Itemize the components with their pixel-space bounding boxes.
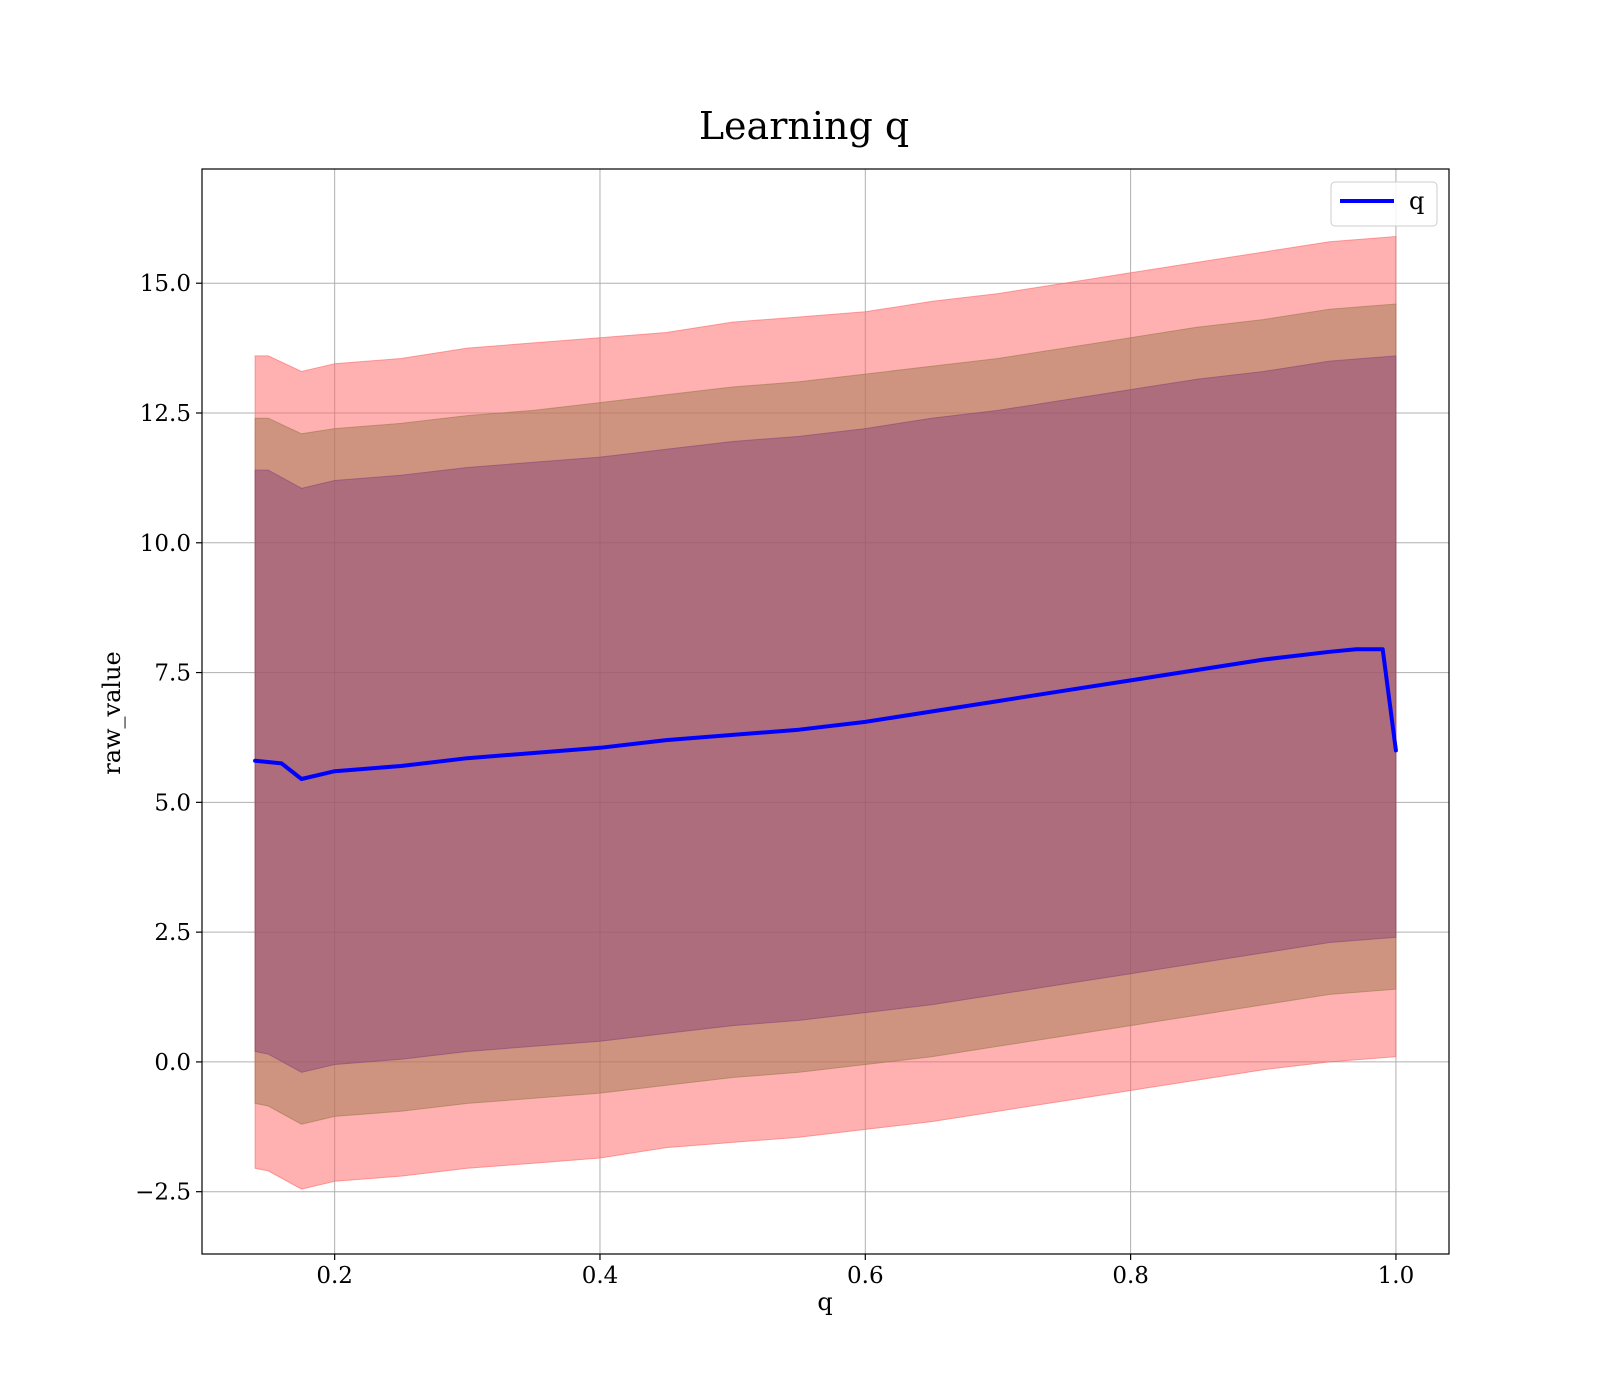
y-tick-label: 0.0: [154, 1050, 191, 1076]
confidence-band-3: [254, 355, 1397, 1073]
series-lines: [253, 647, 1398, 781]
y-tick-label: 10.0: [140, 531, 191, 557]
y-tick-label: 5.0: [154, 790, 191, 816]
confidence-bands: [254, 235, 1397, 1190]
x-axis-ticks: 0.2 0.4 0.6 0.8 1.0: [316, 1254, 1414, 1289]
legend: q: [1330, 181, 1438, 227]
x-tick-label: 0.4: [582, 1263, 619, 1289]
y-tick-label: −2.5: [135, 1180, 191, 1206]
series-line-q: [253, 647, 1398, 781]
x-tick-label: 0.6: [847, 1263, 884, 1289]
y-axis-ticks: −2.5 0.0 2.5 5.0 7.5 10.0 12.5 15.0: [135, 271, 202, 1206]
legend-box: [1330, 181, 1438, 227]
x-tick-label: 1.0: [1378, 1263, 1415, 1289]
y-tick-label: 15.0: [140, 271, 191, 297]
x-axis-label: q: [817, 1288, 832, 1316]
chart-title: Learning q: [699, 104, 909, 148]
legend-label-q: q: [1409, 187, 1424, 215]
plot-frame: [201, 168, 1450, 1255]
x-tick-label: 0.2: [316, 1263, 353, 1289]
y-tick-label: 7.5: [154, 661, 191, 687]
x-tick-label: 0.8: [1112, 1263, 1149, 1289]
y-tick-label: 2.5: [154, 920, 191, 946]
y-tick-label: 12.5: [140, 401, 191, 427]
y-axis-label: raw_value: [98, 651, 126, 775]
